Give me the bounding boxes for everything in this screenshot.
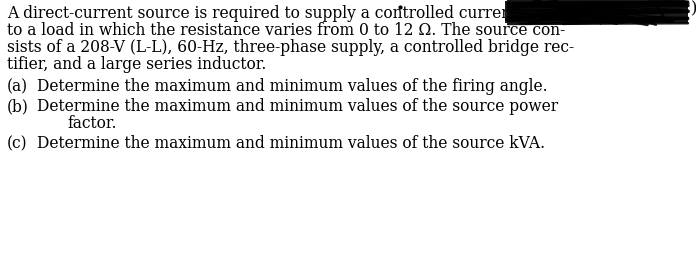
- Text: to a load in which the resistance varies from 0 to 12 Ω. The source con-: to a load in which the resistance varies…: [7, 22, 565, 39]
- Text: factor.: factor.: [67, 115, 116, 132]
- Text: sists of a 208-V (L-L), 60-Hz, three-phase supply, a controlled bridge rec-: sists of a 208-V (L-L), 60-Hz, three-pha…: [7, 39, 574, 56]
- Text: (b): (b): [7, 98, 29, 115]
- Bar: [505, 1, 688, 23]
- Text: Determine the maximum and minimum values of the firing angle.: Determine the maximum and minimum values…: [37, 78, 548, 95]
- Text: Determine the maximum and minimum values of the source kVA.: Determine the maximum and minimum values…: [37, 135, 545, 152]
- Text: (c): (c): [7, 135, 28, 152]
- Text: A direct-current source is required to supply a controlled current of 20 A: A direct-current source is required to s…: [7, 5, 578, 22]
- Text: (a): (a): [7, 78, 28, 95]
- Text: tifier, and a large series inductor.: tifier, and a large series inductor.: [7, 56, 267, 73]
- Text: Determine the maximum and minimum values of the source power: Determine the maximum and minimum values…: [37, 98, 558, 115]
- Text: ): ): [691, 1, 696, 18]
